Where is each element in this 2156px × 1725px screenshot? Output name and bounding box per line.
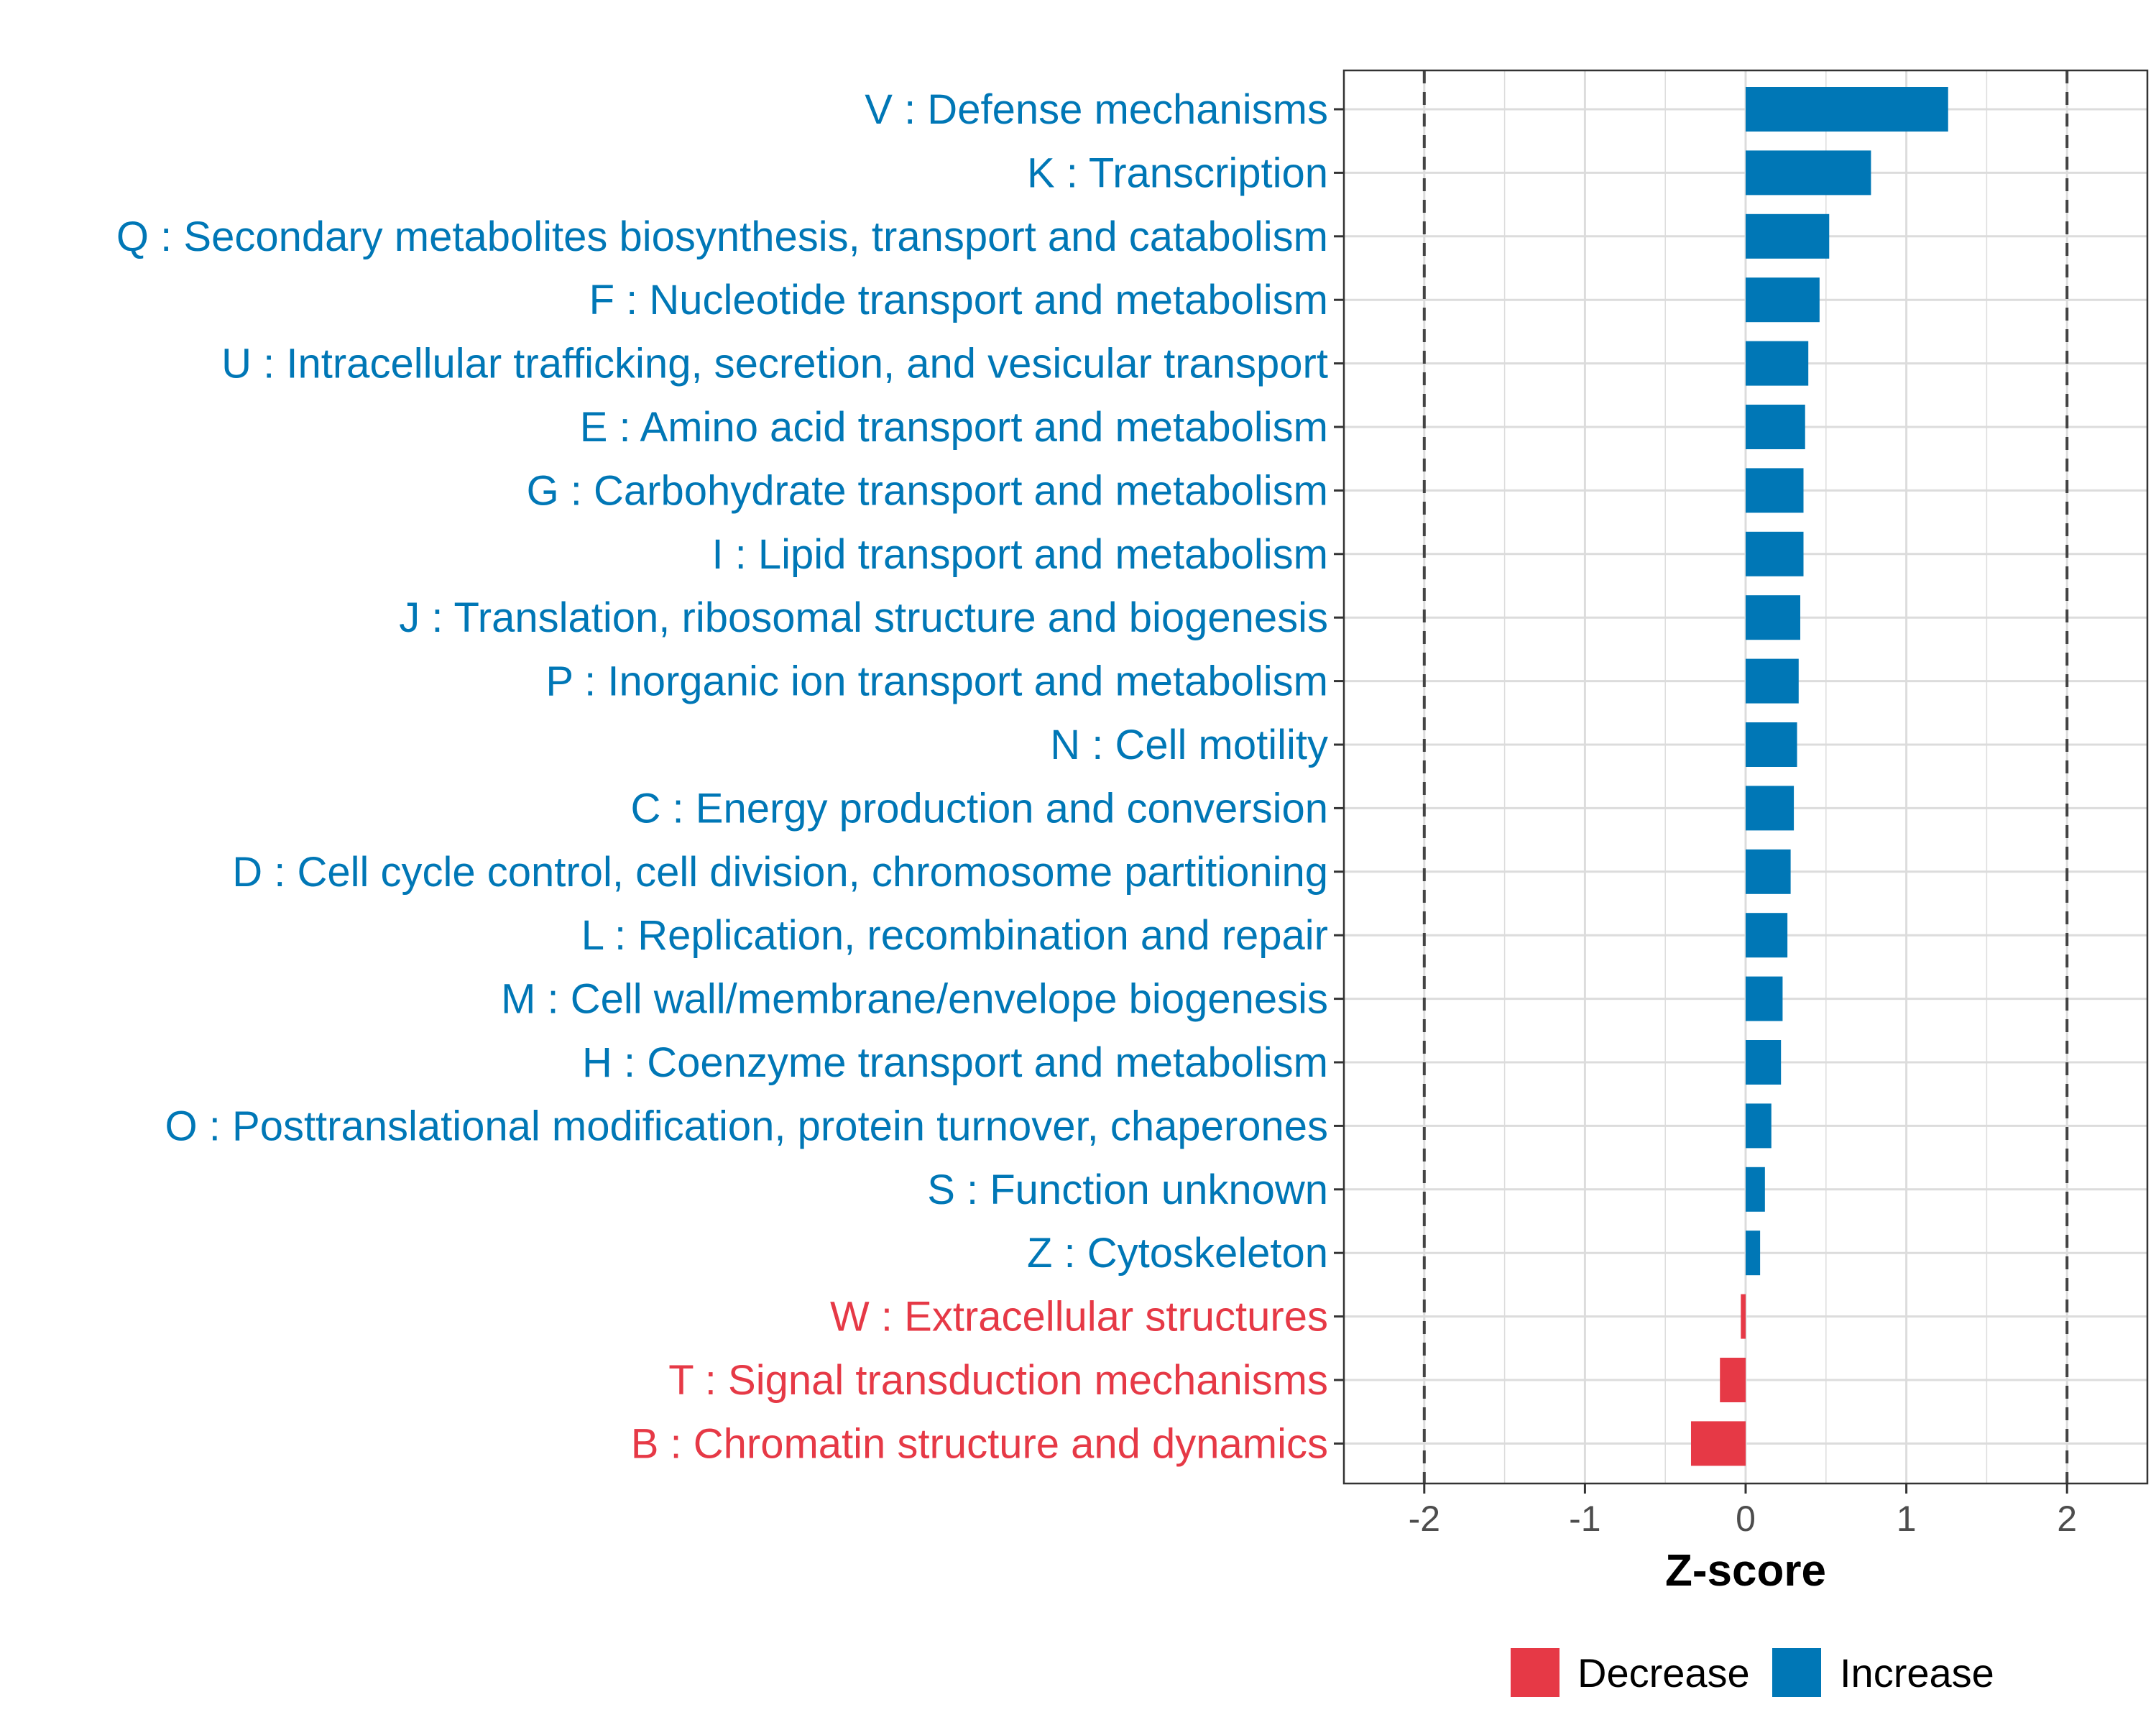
y-axis-labels: V : Defense mechanisms K : Transcription Q… [116,86,1328,1467]
bar [1746,976,1783,1021]
bar [1741,1294,1746,1339]
bar [1746,87,1948,132]
category-label: O : Posttranslational modification, prot… [165,1103,1328,1149]
bar [1746,658,1799,704]
bar [1746,277,1820,323]
bar [1746,468,1804,513]
legend-swatch-increase [1772,1648,1821,1697]
x-tick-label: 1 [1897,1499,1917,1539]
bar [1746,531,1804,576]
category-label: B : Chromatin structure and dynamics [631,1420,1328,1467]
category-label: F : Nucleotide transport and metabolism [589,277,1328,323]
bar [1746,786,1795,831]
category-label: G : Carbohydrate transport and metabolis… [527,467,1328,514]
x-axis-labels: -2 -1 0 1 2 [1409,1499,2078,1539]
bar [1746,1040,1782,1085]
bar [1746,405,1805,449]
bars [1690,87,1948,1466]
category-label: D : Cell cycle control, cell division, c… [232,849,1328,896]
bar [1746,341,1809,386]
category-label: W : Extracellular structures [830,1294,1328,1340]
bar [1746,1167,1765,1212]
legend-label-increase: Increase [1840,1650,1994,1696]
category-label: H : Coenzyme transport and metabolism [582,1039,1328,1086]
x-axis-title: Z-score [1665,1546,1826,1596]
x-tick-label: 0 [1736,1499,1756,1539]
category-label: T : Signal transduction mechanisms [668,1357,1328,1404]
legend-swatch-decrease [1511,1648,1560,1697]
bar [1746,913,1788,958]
y-axis-ticks [1334,108,1344,1445]
x-tick-label: 2 [2057,1499,2077,1539]
category-label: U : Intracellular trafficking, secretion… [221,341,1328,387]
category-label: C : Energy production and conversion [631,785,1328,832]
legend: Decrease Increase [1511,1648,1994,1697]
x-tick-label: -1 [1569,1499,1600,1539]
category-label: J : Translation, ribosomal structure and… [399,594,1328,641]
bar [1746,595,1801,640]
bar [1746,849,1791,894]
category-label: S : Function unknown [927,1167,1328,1213]
category-label: I : Lipid transport and metabolism [711,531,1328,578]
bar [1690,1421,1746,1466]
bar [1746,150,1871,196]
category-label: E : Amino acid transport and metabolism [580,404,1328,451]
category-label: Q : Secondary metabolites biosynthesis, … [116,213,1328,260]
category-label: V : Defense mechanisms [865,86,1328,133]
category-label: M : Cell wall/membrane/envelope biogenes… [501,976,1328,1023]
category-label: K : Transcription [1027,150,1328,196]
category-label: P : Inorganic ion transport and metaboli… [545,658,1328,705]
x-tick-label: -2 [1409,1499,1440,1539]
bar [1720,1358,1746,1402]
bar [1746,1230,1761,1276]
legend-label-decrease: Decrease [1577,1650,1750,1696]
x-axis-ticks [1423,1484,2068,1494]
bar [1746,722,1797,767]
category-label: N : Cell motility [1050,722,1328,768]
bar [1746,213,1830,259]
category-label: L : Replication, recombination and repai… [581,912,1328,959]
bar [1746,1103,1772,1149]
category-label: Z : Cytoskeleton [1027,1230,1328,1276]
